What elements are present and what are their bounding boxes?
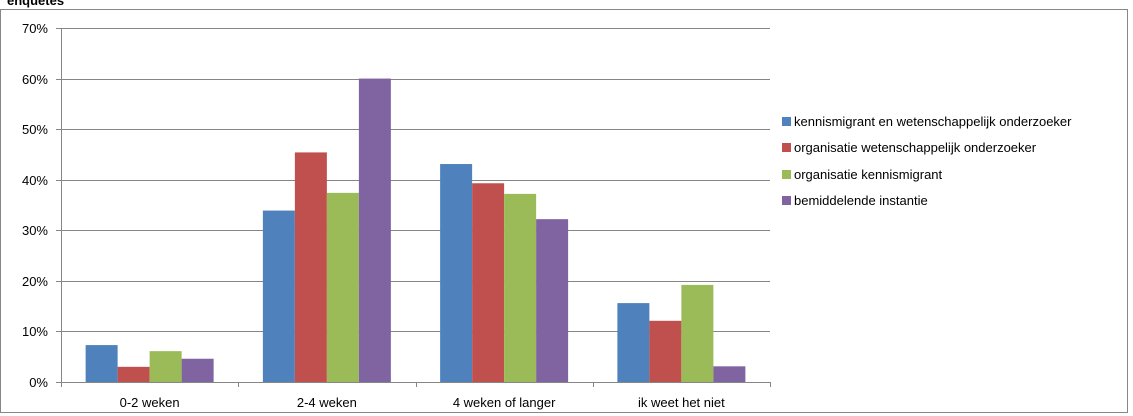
legend-swatch [782,143,791,153]
bar [649,320,682,382]
x-tick-label: 0-2 weken [120,395,180,410]
bar [149,351,182,382]
bar [181,358,214,382]
y-tick-label: 40% [22,173,48,188]
legend: kennismigrant en wetenschappelijk onderz… [782,108,1072,214]
x-tick-label: 2-4 weken [297,395,357,410]
bar [713,366,746,382]
bar [504,193,537,382]
bar [294,152,327,382]
bar [117,366,150,382]
x-tick-label: ik weet het niet [638,395,725,410]
legend-item: organisatie kennismigrant [782,161,1072,188]
gridlines [61,28,770,332]
legend-label: bemiddelende instantie [794,193,928,209]
y-tick-label: 10% [22,324,48,339]
axes [56,28,771,387]
legend-label: organisatie wetenschappelijk onderzoeker [794,140,1037,156]
legend-swatch [782,116,791,126]
legend-item: organisatie wetenschappelijk onderzoeker [782,135,1072,162]
bar [472,183,505,382]
bar [681,284,714,382]
tick-labels: 0% 10% 20% 30% 40% 50% 60% 70% 0-2 weken 2-4 weke… [22,21,725,410]
y-tick-label: 0% [29,375,48,390]
chart-area [0,9,1128,413]
chart-title: enquêtes [7,0,65,8]
y-tick-label: 50% [22,122,48,137]
bars [85,78,746,383]
y-tick-label: 30% [22,223,48,238]
bar [262,210,295,382]
legend-swatch [782,169,791,179]
x-tick-label: 4 weken of langer [453,395,556,410]
y-tick-label: 60% [22,72,48,87]
legend-item: bemiddelende instantie [782,188,1072,215]
bar [536,219,569,382]
bar [617,303,650,382]
legend-label: kennismigrant en wetenschappelijk onderz… [794,113,1072,129]
bar [440,164,473,382]
bar [85,345,118,382]
bar [326,192,359,382]
legend-item: kennismigrant en wetenschappelijk onderz… [782,108,1072,135]
y-tick-label: 20% [22,274,48,289]
bar [358,78,391,383]
y-tick-label: 70% [22,21,48,36]
legend-swatch [782,196,791,206]
legend-label: organisatie kennismigrant [794,166,943,182]
